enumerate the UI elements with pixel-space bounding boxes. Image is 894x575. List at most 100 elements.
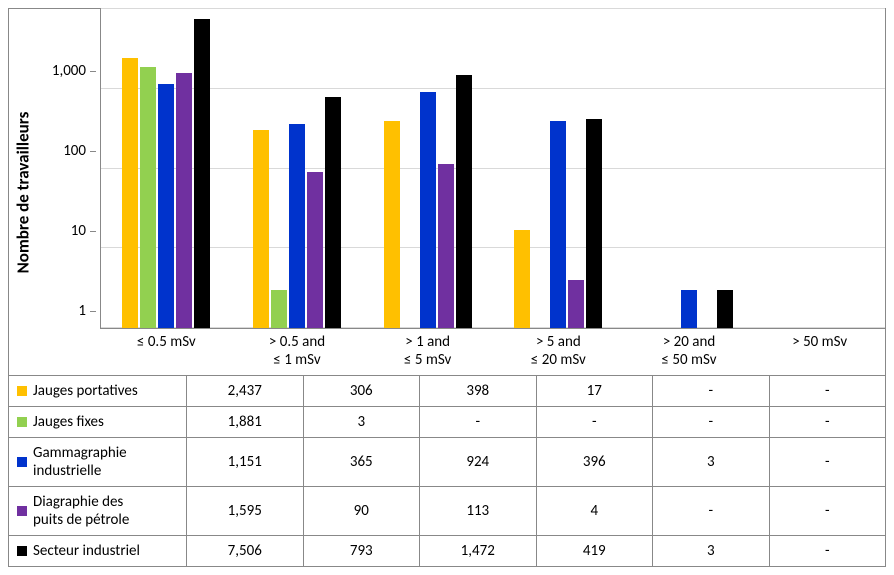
- table-cell: -: [653, 407, 770, 437]
- bar: [586, 119, 602, 328]
- bar: [438, 164, 454, 328]
- bar: [253, 130, 269, 328]
- legend-swatch: [17, 417, 27, 427]
- table-cell: 17: [537, 376, 654, 406]
- y-tick-label: 100: [63, 142, 86, 160]
- table-cell: -: [653, 376, 770, 406]
- series-label: Diagraphie des puits de pétrole: [33, 493, 129, 529]
- table-cell: 3: [653, 438, 770, 486]
- table-row-header: Secteur industriel: [9, 536, 187, 566]
- bar-group: [624, 9, 755, 328]
- table-cell: -: [770, 536, 886, 566]
- data-table: Jauges portatives 2,43730639817-- Jauges f…: [9, 375, 885, 566]
- legend-swatch: [17, 546, 27, 556]
- table-cell: -: [770, 407, 886, 437]
- y-tick-label: 10: [71, 222, 86, 240]
- bar-groups: [101, 9, 885, 328]
- table-row: Gammagraphie industrielle1,1513659243963…: [9, 438, 885, 487]
- table-cells: 1,1513659243963-: [187, 438, 885, 486]
- bar: [289, 124, 305, 328]
- y-tick-mark: [90, 231, 96, 232]
- table-cell: 1,881: [187, 407, 304, 437]
- x-axis-labels: ≤ 0.5 mSv> 0.5 and ≤ 1 mSv> 1 and ≤ 5 mS…: [101, 329, 885, 375]
- table-cell: 396: [537, 438, 654, 486]
- bar: [550, 121, 566, 328]
- table-cell: 419: [537, 536, 654, 566]
- legend-swatch: [17, 457, 27, 467]
- y-tick: 1: [78, 302, 96, 320]
- table-cells: 2,43730639817--: [187, 376, 885, 406]
- y-tick: 10: [71, 222, 96, 240]
- x-axis-label: > 50 mSv: [754, 329, 885, 375]
- y-axis-label: Nombre de travailleurs: [13, 111, 34, 273]
- table-cell: 7,506: [187, 536, 304, 566]
- x-axis-label: > 5 and ≤ 20 mSv: [493, 329, 624, 375]
- bar: [456, 75, 472, 328]
- bar: [420, 92, 436, 329]
- table-row: Jauges portatives 2,43730639817--: [9, 376, 885, 407]
- y-tick-mark: [90, 71, 96, 72]
- bar: [514, 230, 530, 328]
- table-cell: 90: [304, 487, 421, 535]
- table-cell: -: [537, 407, 654, 437]
- chart-container: Nombre de travailleurs 1101001,00010,000…: [8, 8, 886, 567]
- bar-group: [232, 9, 363, 328]
- bar-group: [754, 9, 885, 328]
- bar: [158, 84, 174, 328]
- table-row-header: Diagraphie des puits de pétrole: [9, 487, 187, 535]
- bar: [140, 67, 156, 328]
- y-tick-mark: [90, 311, 96, 312]
- y-tick: 1,000: [52, 62, 96, 80]
- table-cell: 113: [420, 487, 537, 535]
- plot-area: [101, 9, 885, 329]
- table-cell: 365: [304, 438, 421, 486]
- chart-row: Nombre de travailleurs 1101001,00010,000…: [9, 9, 885, 375]
- bar-group: [493, 9, 624, 328]
- ylabel-cell: Nombre de travailleurs: [9, 9, 37, 375]
- table-row-header: Jauges portatives: [9, 376, 187, 406]
- bar: [717, 290, 733, 328]
- bar: [568, 280, 584, 328]
- table-cell: 3: [653, 536, 770, 566]
- table-row: Jauges fixes1,8813----: [9, 407, 885, 438]
- y-tick-label: 1: [78, 302, 86, 320]
- table-cell: 1,472: [420, 536, 537, 566]
- x-axis-label: > 0.5 and ≤ 1 mSv: [232, 329, 363, 375]
- y-tick: 100: [63, 142, 96, 160]
- bar: [271, 290, 287, 328]
- table-cell: -: [770, 487, 886, 535]
- legend-swatch: [17, 386, 27, 396]
- bar: [122, 58, 138, 328]
- series-label: Jauges fixes: [33, 413, 104, 431]
- table-cell: 2,437: [187, 376, 304, 406]
- legend-swatch: [17, 506, 27, 516]
- bar: [384, 121, 400, 328]
- x-axis-label: > 20 and ≤ 50 mSv: [624, 329, 755, 375]
- x-axis: ≤ 0.5 mSv> 0.5 and ≤ 1 mSv> 1 and ≤ 5 mS…: [37, 329, 885, 375]
- table-cell: 3: [304, 407, 421, 437]
- bar: [176, 73, 192, 328]
- bar-group: [101, 9, 232, 328]
- bar: [194, 19, 210, 328]
- table-cell: -: [653, 487, 770, 535]
- table-cell: 4: [537, 487, 654, 535]
- bar-group: [362, 9, 493, 328]
- table-row-header: Jauges fixes: [9, 407, 187, 437]
- table-cell: -: [770, 438, 886, 486]
- bar: [325, 97, 341, 328]
- x-axis-label: > 1 and ≤ 5 mSv: [362, 329, 493, 375]
- table-row: Diagraphie des puits de pétrole1,5959011…: [9, 487, 885, 536]
- x-axis-label: ≤ 0.5 mSv: [101, 329, 232, 375]
- bar: [681, 290, 697, 328]
- plot-wrap: 1101001,00010,000: [37, 9, 885, 329]
- series-label: Secteur industriel: [33, 542, 140, 560]
- table-cell: 924: [420, 438, 537, 486]
- table-cells: 1,8813----: [187, 407, 885, 437]
- table-cells: 7,5067931,4724193-: [187, 536, 885, 566]
- chart-body: 1101001,00010,000 ≤ 0.5 mSv> 0.5 and ≤ 1…: [37, 9, 885, 375]
- bar: [307, 172, 323, 328]
- table-cell: 793: [304, 536, 421, 566]
- table-cell: -: [420, 407, 537, 437]
- table-cell: -: [770, 376, 886, 406]
- series-label: Jauges portatives: [33, 382, 138, 400]
